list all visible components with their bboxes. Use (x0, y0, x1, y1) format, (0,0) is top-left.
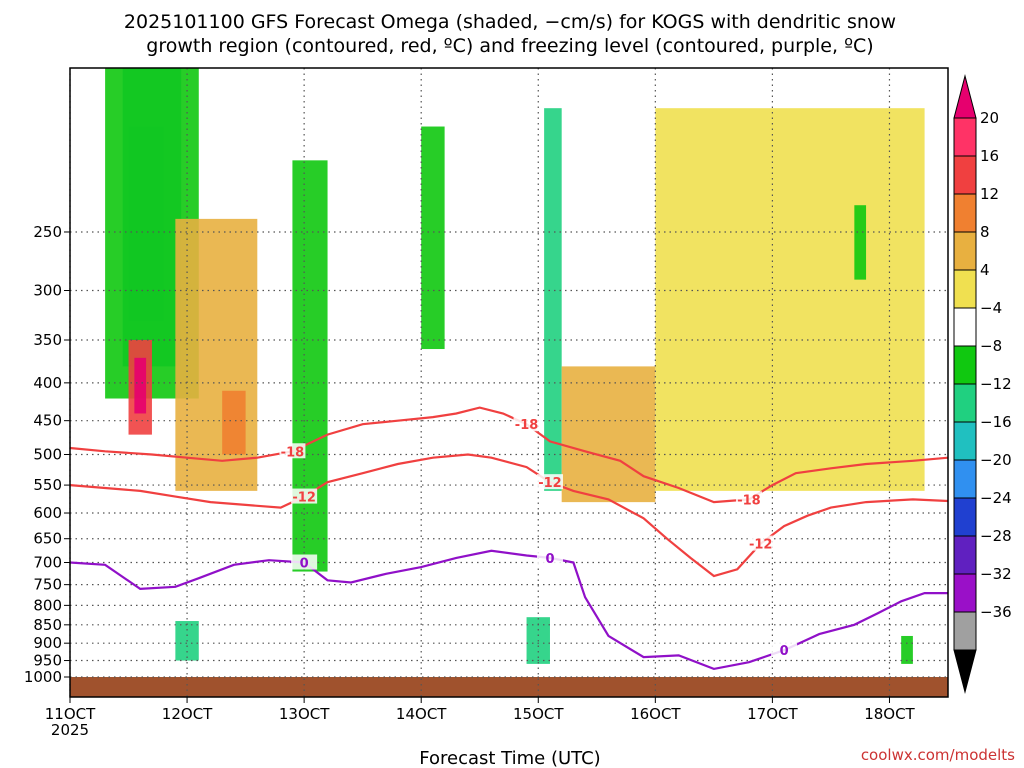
x-tick-label: 17OCT (747, 705, 798, 723)
y-tick-label: 1000 (24, 668, 62, 686)
omega-shading (105, 68, 925, 664)
colorbar-level-label: −16 (980, 413, 1012, 431)
plot-frame (69, 67, 949, 698)
contour-label-bg (291, 488, 318, 504)
colorbar-segment (953, 345, 977, 385)
colorbar-segment (953, 611, 977, 651)
omega-shade-8 (421, 126, 445, 350)
omega-shade-9 (544, 108, 562, 491)
credit-text: coolwx.com/modelts (861, 746, 1015, 764)
contour-label-bg (279, 443, 306, 459)
chart-title-line-2: growth region (contoured, red, ºC) and f… (146, 35, 873, 57)
colorbar-level-label: 8 (980, 223, 990, 241)
y-tick-label: 850 (33, 616, 62, 634)
contour-label: 0 (545, 552, 554, 567)
x-tick-year: 2025 (51, 721, 89, 739)
contour-label: 0 (300, 557, 309, 572)
colorbar-segment (953, 573, 977, 613)
x-tick-label: 18OCT (864, 705, 915, 723)
colorbar-segment (953, 497, 977, 537)
colorbar-level-label: −8 (980, 337, 1002, 355)
colorbar-segment (953, 155, 977, 195)
colorbar-segment (953, 535, 977, 575)
y-tick-label: 300 (33, 282, 62, 300)
colorbar-segment (953, 307, 977, 347)
x-tick-label: 14OCT (396, 705, 447, 723)
colorbar-bottom-arrow (953, 649, 977, 694)
contour-label: -12 (749, 538, 773, 553)
omega-shade-4 (134, 357, 147, 414)
omega-shade-7 (292, 160, 328, 572)
contour-label: -12 (292, 491, 316, 506)
x-tick-label: 11OCT (45, 705, 96, 723)
colorbar-level-label: 20 (980, 109, 999, 127)
contour-label-bg (291, 554, 318, 570)
plot-area: 2503003504004505005506006507007508008509… (24, 67, 949, 739)
y-tick-label: 400 (33, 374, 62, 392)
colorbar-level-label: 4 (980, 261, 990, 279)
colorbar-level-label: 16 (980, 147, 999, 165)
contour-label: -18 (281, 445, 305, 460)
x-tick-label: 13OCT (279, 705, 330, 723)
x-tick-label: 15OCT (513, 705, 564, 723)
contour-label: 0 (780, 644, 789, 659)
ground-band (70, 677, 948, 697)
colorbar-level-label: −24 (980, 489, 1012, 507)
colorbar-level-label: −4 (980, 299, 1002, 317)
chart-title-line-1: 2025101100 GFS Forecast Omega (shaded, −… (124, 11, 896, 33)
contour-label-bg (536, 549, 563, 565)
y-tick-label: 450 (33, 412, 62, 430)
contour-label-bg (735, 491, 762, 507)
omega-shade-6 (222, 390, 246, 455)
y-tick-label: 650 (33, 530, 62, 548)
y-tick-label: 500 (33, 445, 62, 463)
y-tick-label: 350 (33, 331, 62, 349)
colorbar-segment (953, 459, 977, 499)
contour-label-bg (771, 642, 798, 658)
omega-shade-15 (901, 635, 913, 664)
colorbar-top-arrow (953, 74, 977, 119)
contour-label-bg (536, 474, 563, 490)
freezing-level-contour (69, 549, 948, 671)
x-axis-label: Forecast Time (UTC) (419, 748, 600, 768)
contour-label-bg (513, 416, 540, 432)
colorbar-level-label: −20 (980, 451, 1012, 469)
x-tick-label: 16OCT (630, 705, 681, 723)
contour-label: -18 (737, 493, 761, 508)
y-tick-label: 900 (33, 634, 62, 652)
colorbar-segment (953, 231, 977, 271)
y-tick-label: 550 (33, 476, 62, 494)
colorbar-segment (953, 269, 977, 309)
y-tick-label: 800 (33, 596, 62, 614)
colorbar-segment (953, 193, 977, 233)
y-tick-label: 600 (33, 504, 62, 522)
x-tick-label: 12OCT (162, 705, 213, 723)
colorbar-level-label: 12 (980, 185, 999, 203)
colorbar-segment (953, 383, 977, 423)
omega-shade-11 (655, 108, 925, 491)
omega-shade-12 (854, 205, 867, 280)
y-tick-label: 950 (33, 652, 62, 670)
contour-label: -12 (538, 476, 562, 491)
colorbar-segment (953, 117, 977, 157)
colorbar: 20 16 12 8 4 −4 −8 −12 −16 −20 −24 −28 −32 −36 (953, 74, 1012, 694)
omega-shade-10 (561, 366, 656, 503)
contour-label-bg (747, 535, 774, 551)
colorbar-level-label: −32 (980, 565, 1012, 583)
y-tick-label: 750 (33, 576, 62, 594)
colorbar-level-label: −36 (980, 603, 1012, 621)
colorbar-level-label: −12 (980, 375, 1012, 393)
colorbar-level-label: −28 (980, 527, 1012, 545)
colorbar-segment (953, 421, 977, 461)
y-tick-label: 250 (33, 223, 62, 241)
contour-label: -18 (515, 418, 539, 433)
y-tick-label: 700 (33, 554, 62, 572)
